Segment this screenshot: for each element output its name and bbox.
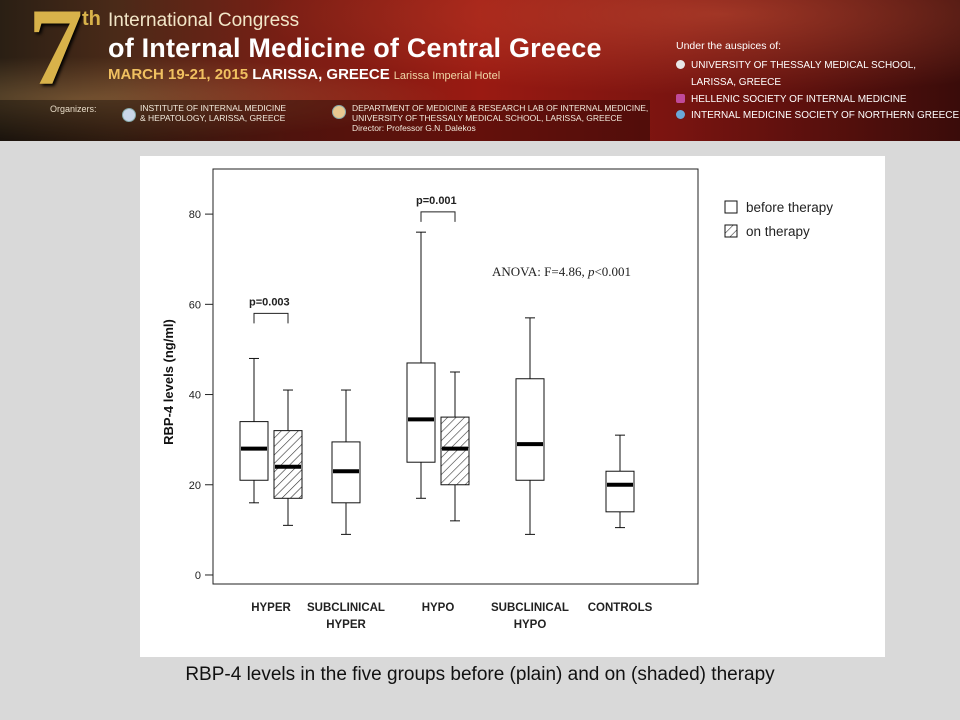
auspice-3: INTERNAL MEDICINE SOCIETY OF NORTHERN GR… xyxy=(676,109,959,123)
box-iqr xyxy=(273,430,303,499)
auspice-1-text: UNIVERSITY OF THESSALY MEDICAL SCHOOL, xyxy=(691,60,917,71)
department-logo-icon xyxy=(332,105,346,119)
auspice-2-text: HELLENIC SOCIETY OF INTERNAL MEDICINE xyxy=(691,94,907,105)
legend-swatch xyxy=(724,200,738,214)
banner-title: of Internal Medicine of Central Greece xyxy=(108,33,602,63)
banner-congress: International Congress xyxy=(108,10,300,31)
y-tick-label: 0 xyxy=(195,570,201,582)
anova-annotation: ANOVA: F=4.86, p<0.001 xyxy=(492,264,631,279)
box-6 xyxy=(605,434,635,529)
box-iqr xyxy=(440,416,470,486)
p-value-annotation: p=0.003 xyxy=(249,296,290,308)
auspice-2: HELLENIC SOCIETY OF INTERNAL MEDICINE xyxy=(676,93,907,107)
box-3 xyxy=(406,231,436,499)
auspice-1: UNIVERSITY OF THESSALY MEDICAL SCHOOL, xyxy=(676,59,916,73)
box-iqr xyxy=(239,421,269,481)
box-iqr xyxy=(515,378,545,481)
organizer-2: DEPARTMENT OF MEDICINE & RESEARCH LAB OF… xyxy=(352,103,648,133)
organizer-1-line2: & HEPATOLOGY, LARISSA, GREECE xyxy=(140,113,286,123)
y-tick-label: 60 xyxy=(189,299,201,311)
hellenic-society-logo-icon xyxy=(676,94,685,103)
congress-banner: 7 th International Congress of Internal … xyxy=(0,0,960,141)
y-tick-label: 40 xyxy=(189,390,201,402)
box-5 xyxy=(515,317,545,535)
slide-caption: RBP-4 levels in the five groups before (… xyxy=(185,664,775,685)
chart-panel: 0 20 40 60 80 p=0.003 p=0.001 ANOVA: F=4.86, p… xyxy=(140,156,885,657)
organizer-2-line2: UNIVERSITY OF THESSALY MEDICAL SCHOOL, L… xyxy=(352,113,623,123)
box-1 xyxy=(273,389,303,526)
x-tick-label: CONTROLS xyxy=(588,602,653,614)
auspice-1-cont: LARISSA, GREECE xyxy=(691,76,781,90)
y-tick-label: 20 xyxy=(189,480,201,492)
significance-bracket xyxy=(420,211,456,222)
boxplot-chart: 0 20 40 60 80 p=0.003 p=0.001 ANOVA: F=4.86, p… xyxy=(161,168,833,631)
banner-big-number: 7 xyxy=(28,0,83,108)
banner-ordinal: th xyxy=(82,8,101,30)
northern-greece-society-logo-icon xyxy=(676,110,685,119)
y-axis-label: RBP-4 levels (ng/ml) xyxy=(161,319,176,445)
organizer-1: INSTITUTE OF INTERNAL MEDICINE & HEPATOL… xyxy=(140,103,286,123)
y-tick-label: 80 xyxy=(189,209,201,221)
banner-hotel: Larissa Imperial Hotel xyxy=(393,70,501,82)
auspice-3-text: INTERNAL MEDICINE SOCIETY OF NORTHERN GR… xyxy=(691,110,960,121)
x-tick-label: SUBCLINICAL xyxy=(307,602,385,614)
box-4 xyxy=(440,371,470,522)
p-value-annotation: p=0.001 xyxy=(416,195,457,207)
box-iqr xyxy=(406,362,436,463)
box-2 xyxy=(331,389,361,535)
x-tick-label: SUBCLINICAL xyxy=(491,602,569,614)
banner-dateline: MARCH 19-21, 2015 LARISSA, GREECE Larissa… xyxy=(108,66,500,83)
x-tick-label-line2: HYPO xyxy=(514,619,547,631)
significance-bracket xyxy=(253,312,289,324)
box-iqr xyxy=(605,470,635,513)
university-logo-icon xyxy=(676,60,685,69)
organizer-2-line1: DEPARTMENT OF MEDICINE & RESEARCH LAB OF… xyxy=(352,103,649,113)
anova-p-symbol: p xyxy=(587,264,595,279)
x-tick-label: HYPER xyxy=(251,602,291,614)
organizer-1-line1: INSTITUTE OF INTERNAL MEDICINE xyxy=(140,103,287,113)
banner-background xyxy=(0,0,960,141)
legend-label: on therapy xyxy=(746,224,810,239)
banner-date: MARCH 19-21, 2015 xyxy=(108,66,249,83)
organizers-label: Organizers: xyxy=(50,104,97,114)
auspices-label: Under the auspices of: xyxy=(676,40,782,52)
institute-logo-icon xyxy=(122,108,136,122)
organizer-2-line3: Director: Professor G.N. Dalekos xyxy=(352,123,476,133)
anova-prefix: ANOVA: F=4.86, xyxy=(492,264,588,279)
organizers-strip xyxy=(0,100,650,141)
x-tick-label-line2: HYPER xyxy=(326,619,366,631)
auspice-1-cont-text: LARISSA, GREECE xyxy=(691,77,782,88)
box-0 xyxy=(239,357,269,504)
banner-location: LARISSA, GREECE xyxy=(252,66,390,83)
legend-label: before therapy xyxy=(746,200,833,215)
anova-suffix: <0.001 xyxy=(594,264,631,279)
legend-swatch xyxy=(724,224,738,238)
x-tick-label: HYPO xyxy=(422,602,455,614)
